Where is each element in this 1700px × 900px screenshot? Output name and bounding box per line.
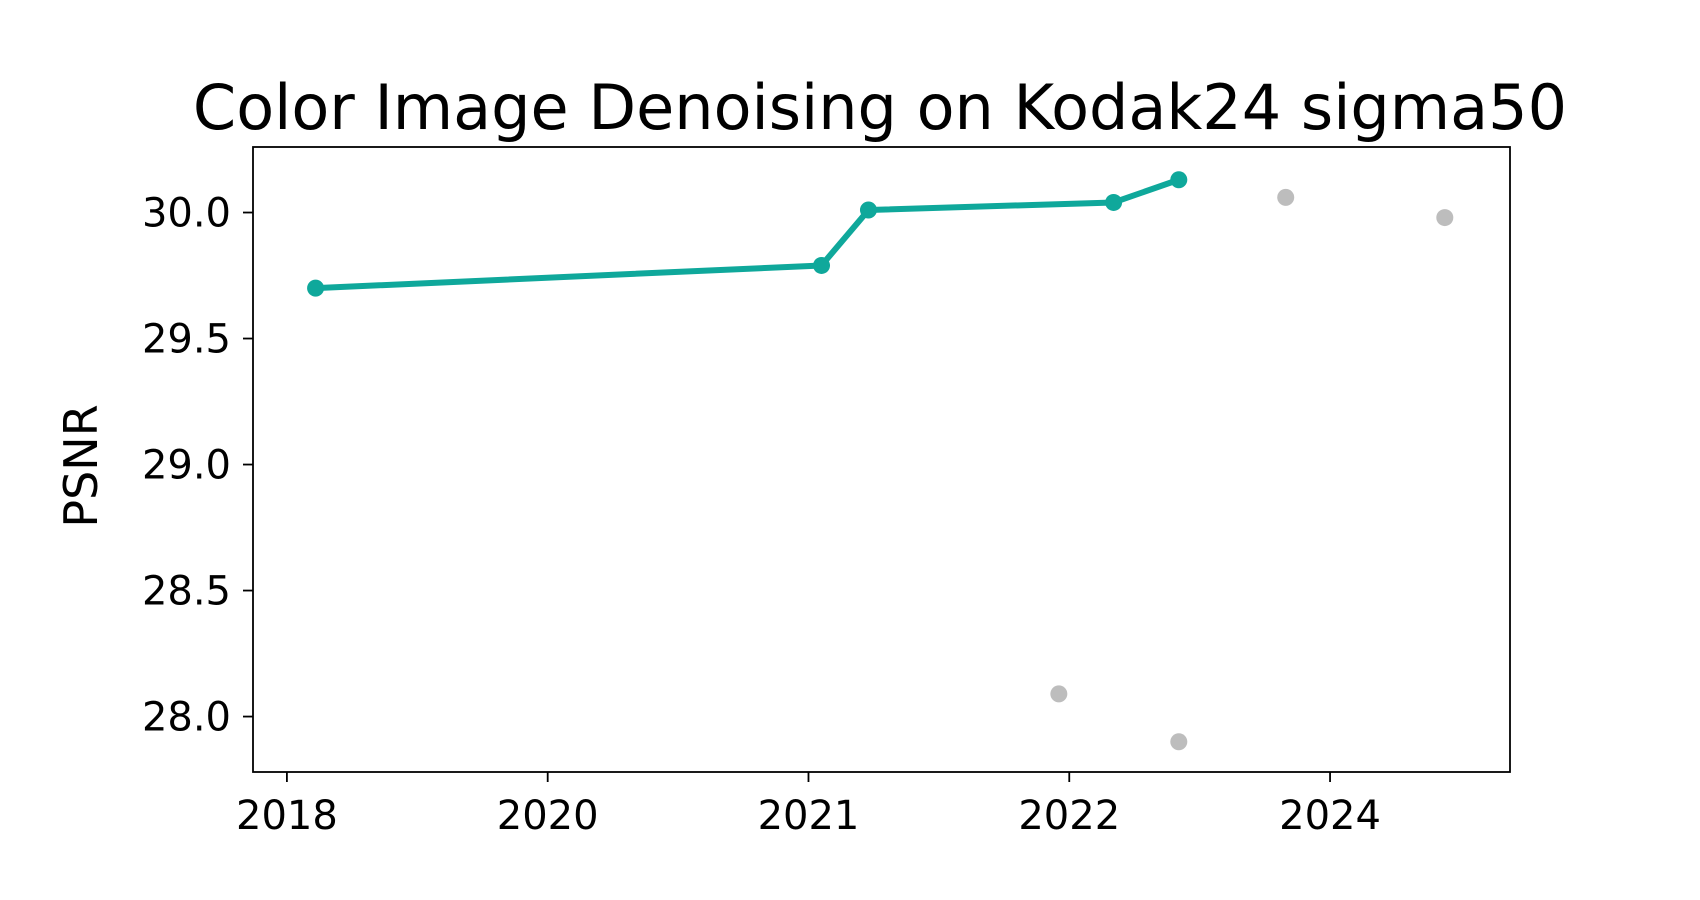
data-point (1105, 193, 1123, 211)
data-point (813, 256, 831, 274)
data-point (1277, 188, 1295, 206)
y-tick-label: 28.5 (142, 569, 231, 615)
x-tick-label: 2022 (1018, 793, 1120, 839)
data-point (307, 279, 325, 297)
y-tick-label: 29.5 (142, 317, 231, 363)
plot-area (252, 146, 1511, 773)
y-axis: 28.0 28.5 29.0 29.5 30.0 (142, 191, 253, 741)
series-state-of-the-art (307, 171, 1188, 297)
x-tick-label: 2021 (758, 793, 860, 839)
data-point (1170, 171, 1188, 189)
x-tick-label: 2024 (1279, 793, 1381, 839)
chart-title: Color Image Denoising on Kodak24 sigma50 (193, 71, 1567, 144)
data-point (859, 201, 877, 219)
x-tick-label: 2018 (236, 793, 338, 839)
series-other-methods (1050, 188, 1454, 751)
y-axis-label: PSNR (54, 404, 108, 527)
series-line (312, 176, 1182, 292)
y-tick-label: 29.0 (142, 443, 231, 489)
y-tick-label: 30.0 (142, 191, 231, 237)
data-point (1436, 209, 1454, 227)
data-point (1050, 685, 1068, 703)
y-tick-label: 28.0 (142, 695, 231, 741)
x-axis: 2018 2020 2021 2022 2024 (236, 772, 1381, 839)
data-point (1170, 733, 1188, 751)
x-tick-label: 2020 (497, 793, 599, 839)
series-layer (307, 171, 1454, 751)
